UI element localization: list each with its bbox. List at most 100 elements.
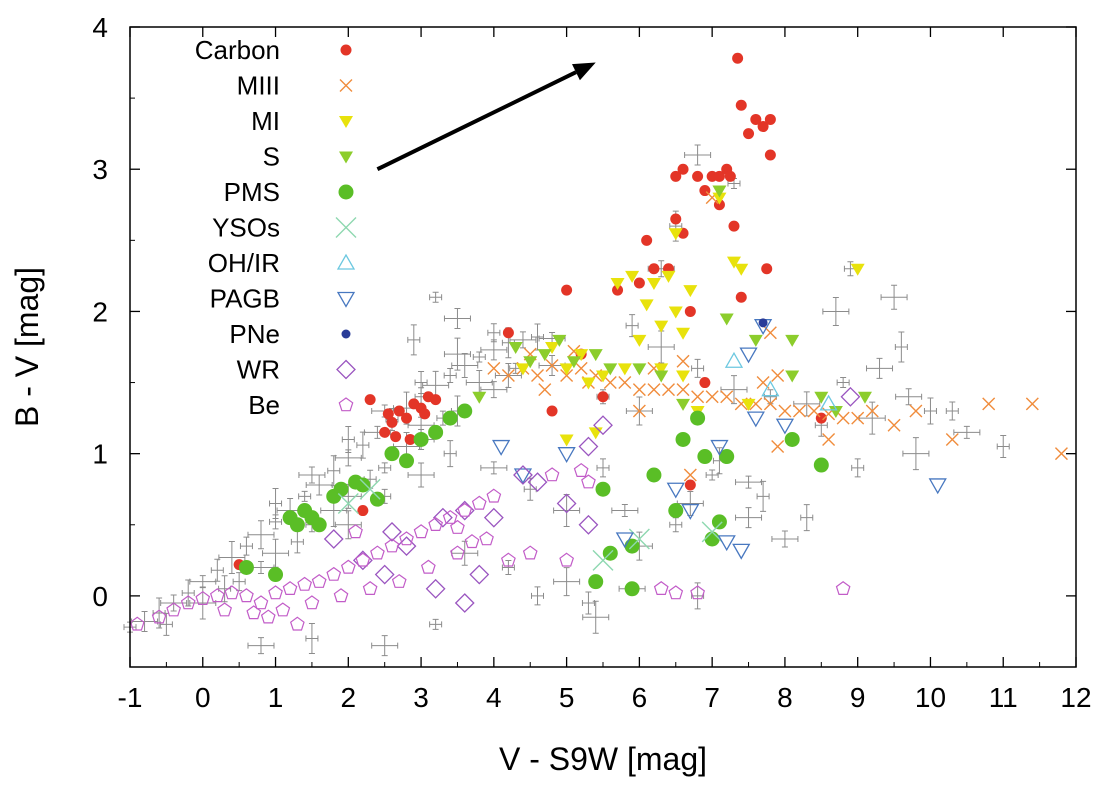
carbon-point (764, 113, 776, 125)
background-point (232, 572, 246, 592)
x-tick-label: 6 (632, 682, 648, 713)
pagb-point (557, 447, 576, 463)
carbon-point (692, 170, 704, 182)
background-point (596, 458, 610, 478)
ysos-point (628, 528, 650, 550)
carbon-point (597, 391, 609, 403)
wr-point (527, 472, 548, 493)
x-tick-label: 4 (486, 682, 502, 713)
background-point (902, 437, 930, 471)
s-point (566, 356, 581, 369)
legend-label: Carbon (195, 35, 280, 65)
s-point (472, 391, 487, 404)
background-point (771, 530, 799, 548)
series-mi (515, 192, 865, 447)
be-point (217, 602, 233, 617)
carbon-point (761, 263, 773, 275)
background-point (851, 458, 865, 478)
be-point (457, 502, 473, 517)
wr-point (483, 507, 504, 528)
wr-point (840, 386, 861, 407)
pms-point (268, 567, 284, 583)
carbon-point (684, 305, 696, 317)
wr-point (454, 593, 475, 613)
carbon-point (732, 52, 744, 64)
miii-point (865, 404, 879, 418)
wr-point (578, 436, 599, 457)
mi-point (632, 334, 647, 347)
miii-point (1025, 397, 1039, 411)
background-point (181, 579, 195, 607)
mi-point (850, 263, 865, 276)
background-point (298, 490, 312, 502)
background-point (472, 351, 486, 363)
miii-point (771, 368, 785, 382)
be-point (384, 538, 400, 553)
carbon-point (677, 163, 689, 175)
background-point (756, 480, 770, 512)
legend-label: PNe (229, 319, 280, 349)
background-point (531, 323, 545, 351)
x-tick-label: 8 (777, 682, 793, 713)
miii-point (836, 411, 850, 425)
be-point (326, 566, 342, 581)
pagb-point (681, 503, 700, 520)
legend-label: MI (251, 106, 280, 136)
miii-point (691, 390, 705, 404)
pms-point (624, 581, 640, 597)
s-point (828, 406, 843, 418)
background-point (581, 591, 595, 615)
background-point (429, 291, 443, 303)
carbon-point (728, 220, 740, 232)
legend-item-carbon: Carbon (195, 35, 352, 65)
pagb-point (775, 418, 795, 435)
mi-point (676, 370, 691, 383)
mi-point (581, 377, 596, 390)
carbon-point (393, 405, 405, 417)
ysos-point (592, 549, 614, 571)
background-point (669, 210, 683, 242)
pagb-point (615, 532, 634, 549)
wr-point (593, 415, 613, 436)
pagb-point (928, 478, 947, 495)
pagb-point (746, 411, 765, 428)
s-point (712, 185, 727, 198)
be-point (581, 474, 596, 489)
be-point (442, 509, 458, 524)
background-point (669, 517, 683, 533)
miii-point (487, 361, 501, 375)
wr-point (432, 507, 453, 528)
x-tick-label: 1 (268, 682, 284, 713)
mi-point (646, 278, 661, 290)
legend-marker-miii (339, 79, 353, 92)
be-point (239, 588, 254, 603)
pms-point (595, 481, 611, 497)
legend-marker-carbon (340, 44, 352, 56)
be-point (653, 581, 669, 596)
x-axis-ticks: -1 0 1 2 3 4 5 6 7 8 9 10 11 12 (118, 27, 1092, 713)
background-point (945, 401, 959, 421)
s-point (719, 313, 734, 326)
background-point (298, 466, 326, 484)
legend-marker-ysos (335, 217, 357, 238)
legend-marker-s (339, 151, 353, 164)
background-point (269, 487, 283, 519)
legend-item-miii: MIII (237, 71, 353, 101)
s-point (523, 356, 538, 369)
pagb-point (739, 347, 758, 364)
background-point (822, 296, 850, 326)
background-point (814, 413, 828, 437)
mi-point (559, 434, 574, 447)
be-point (391, 573, 407, 588)
be-point (479, 531, 494, 546)
background-point (262, 538, 290, 568)
background-point (356, 431, 370, 459)
carbon-point (401, 412, 413, 424)
carbon-point (713, 170, 725, 182)
background-point (691, 582, 705, 610)
s-point (857, 391, 872, 404)
oh-ir-point (819, 394, 838, 411)
miii-point (574, 361, 588, 375)
be-point (500, 552, 516, 567)
background-point (611, 504, 639, 518)
